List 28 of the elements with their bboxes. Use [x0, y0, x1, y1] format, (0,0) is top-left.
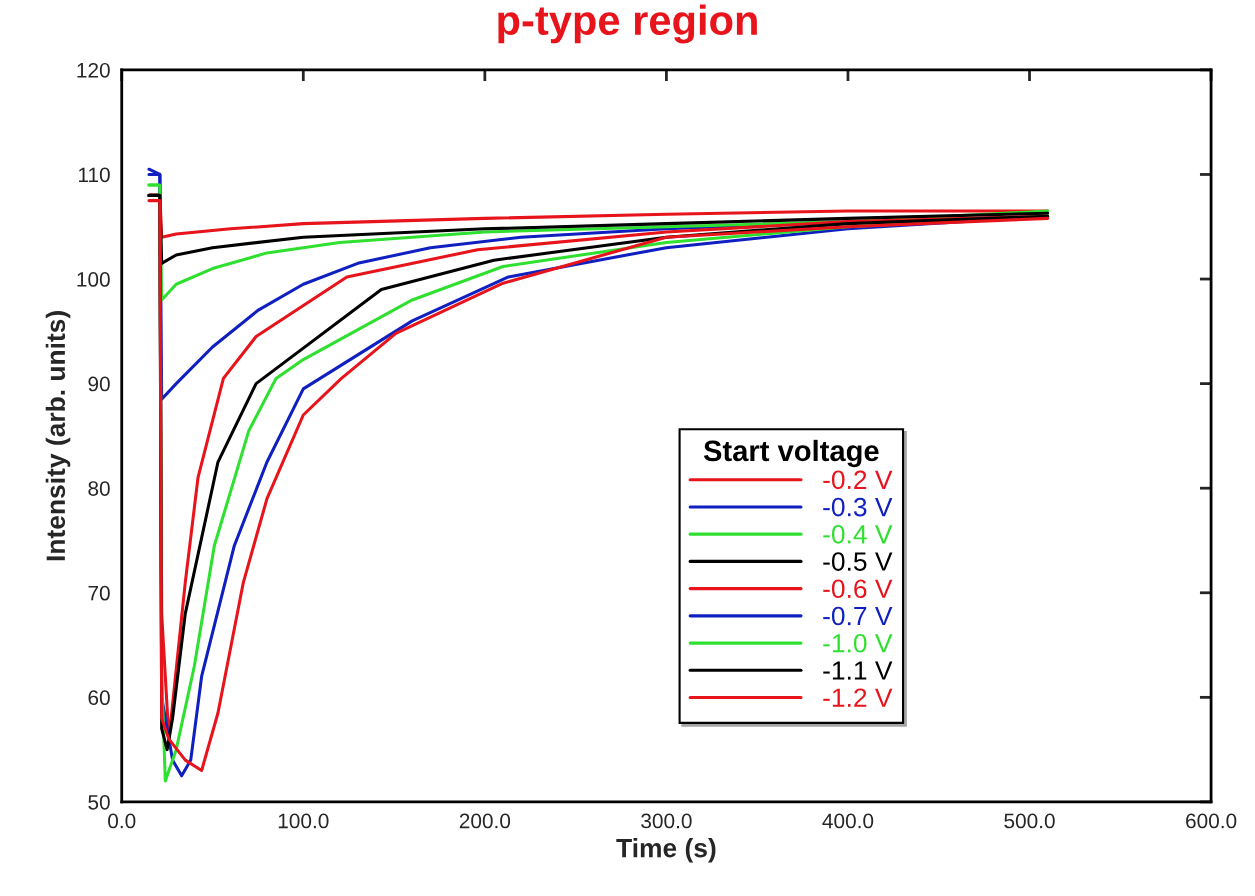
x-tick-label: 600.0: [1186, 813, 1237, 829]
legend-label: -0.5 V: [823, 552, 893, 571]
x-tick-label: 200.0: [459, 813, 511, 829]
y-tick-label: 100: [77, 272, 110, 287]
legend-label: -1.1 V: [823, 661, 893, 680]
y-tick-label: 70: [88, 585, 110, 601]
x-tick-label: 0.0: [108, 813, 136, 829]
y-tick-label: 110: [78, 167, 110, 183]
legend-label: -0.6 V: [823, 579, 893, 599]
legend-title: Start voltage: [703, 439, 879, 468]
y-axis-title: Intensity (arb. units): [45, 311, 71, 561]
x-tick-label: 100.0: [278, 813, 329, 829]
y-tick-label: 80: [88, 481, 110, 496]
legend-label: -1.0 V: [823, 633, 893, 653]
legend-label: -0.3 V: [823, 497, 893, 517]
y-tick-label: 120: [77, 62, 110, 78]
y-tick-label: 50: [88, 794, 110, 810]
x-tick-label: 400.0: [822, 813, 874, 829]
legend-label: -0.7 V: [823, 606, 893, 626]
x-tick-label: 500.0: [1004, 813, 1055, 829]
chart-title: p-type region: [498, 4, 757, 44]
y-tick-label: 90: [88, 376, 110, 392]
legend-label: -1.2 V: [823, 688, 893, 707]
legend-label: -0.4 V: [823, 524, 893, 544]
x-axis-title: Time (s): [616, 838, 716, 863]
y-tick-label: 60: [88, 690, 110, 706]
legend-label: -0.2 V: [823, 470, 893, 490]
x-tick-label: 300.0: [641, 813, 692, 829]
